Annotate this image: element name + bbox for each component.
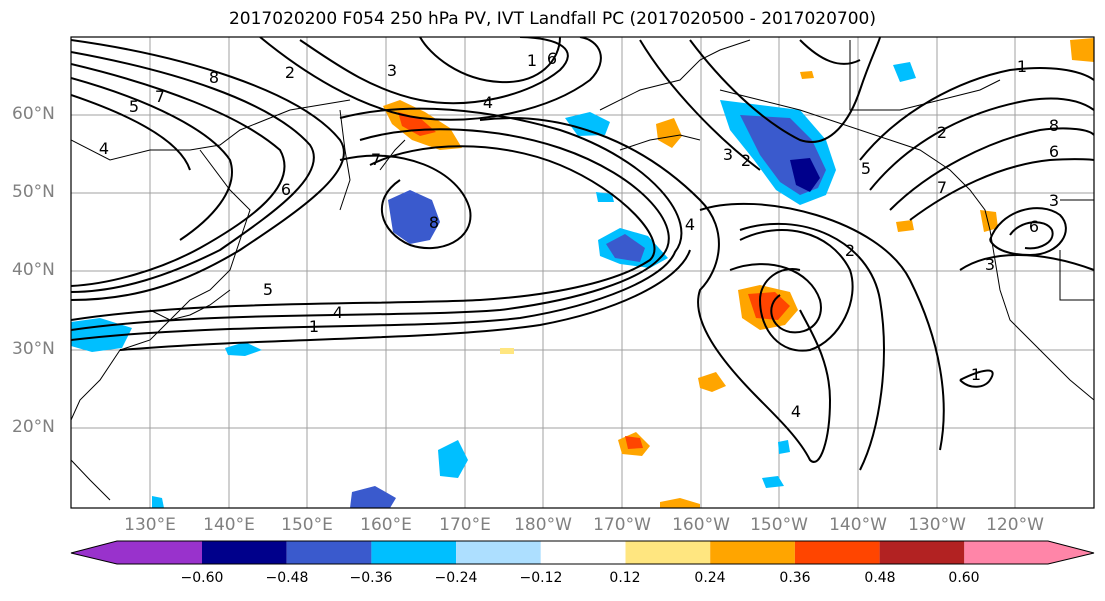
contour-label: 2 [937, 123, 947, 142]
lon-label: 140°W [829, 515, 887, 535]
lat-label: 60°N [12, 104, 55, 124]
colorbar-tick: −0.24 [434, 570, 478, 586]
contour-label: 6 [1029, 217, 1039, 236]
map-title: 2017020200 F054 250 hPa PV, IVT Landfall… [228, 9, 876, 29]
contour-labels: 8 2 3 1 6 5 7 4 7 6 8 4 2 4 3 5 4 2 1 4 … [99, 49, 1059, 421]
lon-label: 130°W [908, 515, 966, 535]
contour-label: 1 [527, 51, 537, 70]
lat-label: 20°N [12, 417, 55, 437]
colorbar-segment [456, 541, 541, 564]
colorbar-segment [964, 541, 1094, 564]
lon-label: 170°E [439, 515, 491, 535]
contour-label: 8 [209, 68, 219, 87]
colorbar-segment [794, 541, 880, 564]
colorbar-segment [202, 541, 287, 564]
contour-label: 1 [1017, 57, 1027, 76]
colorbar-tick: −0.12 [519, 570, 563, 586]
contour-label: 7 [937, 178, 947, 197]
pv-neg-japan [71, 318, 132, 352]
contour-label: 6 [1049, 142, 1059, 161]
colorbar-tick: 0.36 [779, 570, 811, 586]
lon-label: 150°E [281, 515, 333, 535]
contour-label: 3 [387, 61, 397, 80]
colorbar-tick: 0.12 [609, 570, 641, 586]
colorbar-tick: 0.24 [694, 570, 726, 586]
contour-label: 4 [99, 139, 109, 158]
contour-label: 4 [791, 402, 801, 421]
ivt-contours [71, 37, 1094, 471]
lat-label: 30°N [12, 339, 55, 359]
contour-label: 2 [741, 151, 751, 170]
contour-label: 2 [845, 241, 855, 260]
contour-label: 1 [971, 365, 981, 384]
colorbar-segment [710, 541, 795, 564]
lon-label: 150°W [750, 515, 808, 535]
map-frame [70, 36, 1095, 509]
colorbar-tick: 0.48 [864, 570, 896, 586]
coastlines [71, 39, 1094, 501]
contour-label: 4 [685, 215, 695, 234]
contour-label: 6 [547, 49, 557, 68]
colorbar [70, 540, 1095, 565]
contour-label: 8 [429, 213, 439, 232]
contour-label: 1 [309, 317, 319, 336]
lat-label: 50°N [12, 182, 55, 202]
colorbar-outline [70, 540, 1095, 565]
colorbar-segment [879, 541, 965, 564]
colorbar-segment [71, 541, 202, 564]
contour-label: 2 [285, 63, 295, 82]
lon-label: 160°W [672, 515, 730, 535]
contour-label: 7 [371, 150, 381, 169]
contour-label: 4 [483, 93, 493, 112]
colorbar-tick: 0.60 [948, 570, 980, 586]
colorbar-segment [371, 541, 457, 564]
lat-label: 40°N [12, 260, 55, 280]
contour-label: 4 [333, 303, 343, 322]
colorbar-segment [625, 541, 711, 564]
contour-label: 3 [985, 255, 995, 274]
lon-label: 120°W [986, 515, 1044, 535]
lon-label: 130°E [124, 515, 176, 535]
lon-label: 170°W [593, 515, 651, 535]
contour-label: 5 [129, 97, 139, 116]
contour-label: 5 [263, 280, 273, 299]
gridlines [71, 37, 1094, 508]
contour-label: 8 [1049, 116, 1059, 135]
colorbar-segment [286, 541, 372, 564]
lon-label: 140°E [203, 515, 255, 535]
lon-label: 180°W [514, 515, 572, 535]
contour-label: 3 [1049, 191, 1059, 210]
contour-label: 5 [861, 159, 871, 178]
contour-label: 6 [281, 180, 291, 199]
colorbar-tick: −0.60 [180, 570, 224, 586]
lon-label: 160°E [360, 515, 412, 535]
colorbar-segment [540, 541, 626, 564]
pv-shading [71, 38, 1094, 508]
colorbar-tick: −0.48 [265, 570, 309, 586]
contour-label: 3 [723, 145, 733, 164]
pv-neg-kamchatka [388, 190, 440, 244]
contour-label: 7 [155, 87, 165, 106]
colorbar-tick: −0.36 [349, 570, 393, 586]
